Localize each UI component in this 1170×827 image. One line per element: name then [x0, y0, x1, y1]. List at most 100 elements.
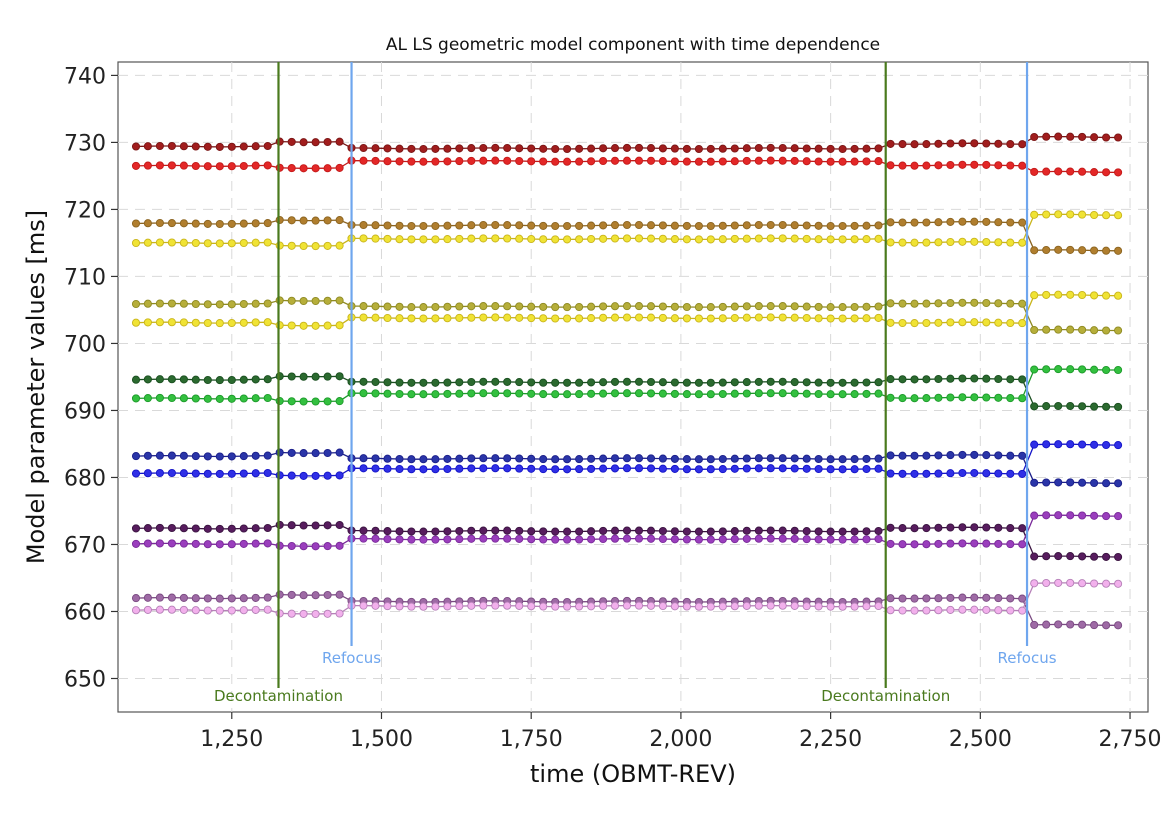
- data-point: [718, 235, 727, 244]
- data-point: [335, 520, 344, 530]
- data-point: [587, 389, 596, 398]
- data-point: [371, 234, 380, 243]
- data-point: [371, 302, 380, 311]
- data-point: [371, 454, 380, 463]
- data-point: [275, 241, 284, 250]
- data-point: [718, 378, 727, 387]
- data-point: [1090, 133, 1099, 142]
- data-point: [1090, 440, 1099, 449]
- data-point: [730, 302, 739, 311]
- data-point: [970, 139, 979, 148]
- data-point: [826, 602, 835, 611]
- data-point: [215, 524, 224, 533]
- data-point: [515, 144, 524, 153]
- data-point: [646, 464, 656, 473]
- data-point: [778, 601, 787, 610]
- series-11: [131, 520, 1123, 562]
- data-point: [335, 397, 344, 406]
- data-point: [191, 394, 200, 403]
- data-point: [227, 469, 236, 478]
- data-point: [814, 602, 823, 611]
- data-point: [215, 162, 224, 171]
- data-point: [1030, 511, 1039, 520]
- data-point: [742, 601, 751, 610]
- data-point: [479, 464, 488, 473]
- data-point: [323, 590, 332, 600]
- data-point: [1018, 140, 1027, 149]
- data-point: [527, 221, 536, 230]
- data-point: [826, 314, 835, 323]
- data-point: [754, 389, 763, 398]
- data-point: [599, 378, 608, 387]
- data-point: [970, 468, 979, 478]
- data-point: [850, 527, 859, 536]
- data-point: [599, 221, 608, 230]
- data-point: [958, 237, 967, 246]
- data-point: [850, 390, 859, 399]
- x-tick-label: 2,750: [1099, 727, 1162, 752]
- data-point: [1006, 375, 1015, 384]
- data-point: [718, 157, 727, 166]
- data-point: [1006, 451, 1015, 460]
- data-point: [1054, 578, 1063, 587]
- data-point: [946, 237, 955, 247]
- data-point: [131, 539, 141, 548]
- data-point: [311, 449, 320, 458]
- data-point: [335, 471, 344, 480]
- data-point: [754, 156, 763, 165]
- data-point: [359, 526, 368, 535]
- data-point: [359, 220, 368, 230]
- data-point: [131, 594, 141, 603]
- data-point: [179, 299, 188, 308]
- data-point: [587, 234, 596, 244]
- data-point: [215, 452, 224, 461]
- data-point: [227, 142, 236, 151]
- data-point: [622, 526, 632, 535]
- data-point: [539, 302, 548, 311]
- data-point: [407, 303, 416, 312]
- data-point: [419, 527, 428, 536]
- data-point: [455, 302, 464, 311]
- data-point: [251, 451, 260, 460]
- data-point: [682, 221, 691, 230]
- data-point: [1054, 440, 1063, 449]
- data-point: [383, 221, 392, 230]
- data-point: [874, 464, 883, 473]
- x-tick-label: 2,500: [949, 727, 1012, 752]
- data-point: [203, 469, 212, 478]
- data-point: [862, 464, 871, 474]
- data-point: [323, 609, 332, 618]
- data-point: [335, 372, 344, 381]
- data-point: [706, 157, 715, 166]
- data-point: [599, 302, 608, 311]
- data-point: [1030, 620, 1039, 629]
- data-point: [1006, 299, 1015, 308]
- data-point: [155, 318, 164, 327]
- data-point: [1042, 511, 1051, 520]
- data-point: [766, 389, 775, 398]
- data-point: [802, 464, 811, 473]
- data-point: [922, 375, 931, 384]
- data-point: [826, 390, 835, 399]
- data-point: [287, 372, 296, 381]
- data-point: [610, 601, 620, 610]
- data-point: [143, 299, 152, 308]
- data-point: [1042, 167, 1051, 176]
- data-point: [778, 156, 787, 165]
- data-point: [1066, 132, 1075, 141]
- data-point: [910, 469, 919, 478]
- data-point: [455, 221, 464, 230]
- data-point: [443, 221, 452, 230]
- data-point: [407, 455, 416, 464]
- data-point: [742, 534, 751, 543]
- data-point: [467, 601, 476, 610]
- data-point: [527, 535, 536, 544]
- data-point: [239, 524, 248, 533]
- data-point: [179, 238, 188, 247]
- data-point: [419, 535, 428, 544]
- data-point: [1102, 133, 1111, 142]
- data-point: [934, 299, 943, 308]
- data-point: [742, 378, 751, 387]
- data-point: [922, 318, 931, 328]
- data-point: [467, 526, 476, 535]
